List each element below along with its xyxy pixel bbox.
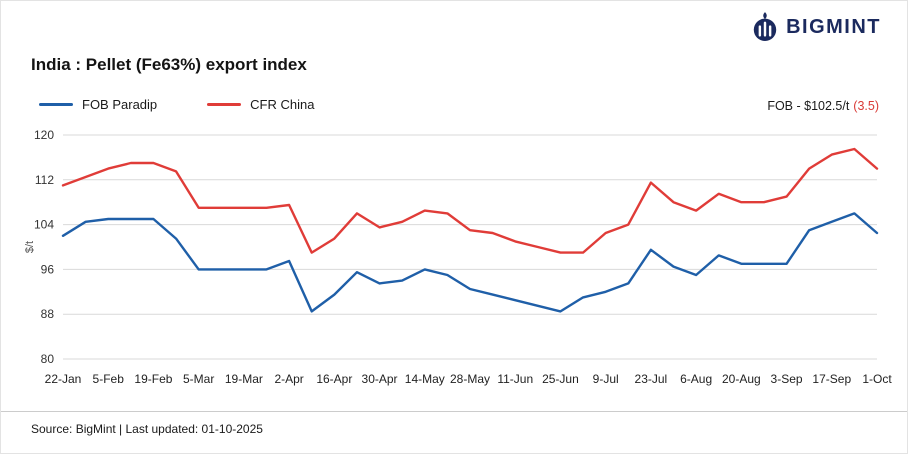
fob-latest-value: FOB - $102.5/t [767, 99, 850, 113]
x-tick-label: 23-Jul [635, 372, 668, 386]
line-chart-canvas: 80 88 96 104 112 120 22-Jan 5-Feb 19-Feb 5-Mar 19-… [24, 128, 892, 386]
line-chart: 80 88 96 104 112 120 22-Jan 5-Feb 19-Feb 5-Mar 19-… [21, 123, 892, 395]
x-tick-label: 3-Sep [771, 372, 803, 386]
x-tick-label: 20-Aug [722, 372, 761, 386]
legend-item-fob-paradip: FOB Paradip [39, 97, 157, 112]
x-tick-label: 19-Feb [134, 372, 172, 386]
brand-name: BIGMINT [786, 15, 881, 38]
x-tick-label: 2-Apr [274, 372, 303, 386]
bigmint-logo-icon [753, 12, 777, 41]
chart-title: India : Pellet (Fe63%) export index [31, 55, 307, 74]
x-tick-label: 6-Aug [680, 372, 712, 386]
x-tick-label: 19-Mar [225, 372, 263, 386]
x-tick-label: 16-Apr [316, 372, 352, 386]
y-axis-label: $/t [24, 241, 36, 253]
x-tick-label: 22-Jan [45, 372, 82, 386]
legend-marker-fob-paradip [39, 103, 73, 106]
x-tick-label: 5-Mar [183, 372, 214, 386]
y-tick-label: 120 [34, 128, 54, 142]
x-tick-label: 5-Feb [93, 372, 125, 386]
y-tick-label: 96 [41, 262, 55, 276]
chart-legend: FOB Paradip CFR China [39, 97, 314, 112]
legend-label-fob-paradip: FOB Paradip [82, 97, 158, 112]
legend-label-cfr-china: CFR China [250, 97, 315, 112]
x-tick-label: 11-Jun [497, 372, 533, 386]
bigmint-logo: BIGMINT [751, 11, 881, 43]
x-tick-label: 25-Jun [542, 372, 579, 386]
y-tick-label: 112 [35, 173, 54, 187]
x-tick-label: 17-Sep [812, 372, 851, 386]
y-tick-label: 104 [34, 218, 54, 232]
y-tick-label: 88 [41, 307, 55, 321]
x-tick-label: 14-May [405, 372, 445, 386]
series-cfr-china [61, 147, 879, 254]
footer-divider [1, 411, 907, 412]
series-fob-paradip [61, 212, 879, 313]
legend-marker-cfr-china [207, 103, 242, 106]
latest-price-annotation: FOB - $102.5/t (3.5) [767, 99, 879, 113]
y-tick-label: 80 [41, 352, 55, 366]
x-tick-label: 1-Oct [862, 372, 892, 386]
x-tick-label: 28-May [450, 372, 490, 386]
fob-change: (3.5) [853, 99, 879, 113]
legend-item-cfr-china: CFR China [207, 97, 314, 112]
x-tick-label: 30-Apr [362, 372, 398, 386]
x-tick-label: 9-Jul [593, 372, 619, 386]
source-note: Source: BigMint | Last updated: 01-10-20… [31, 422, 263, 436]
